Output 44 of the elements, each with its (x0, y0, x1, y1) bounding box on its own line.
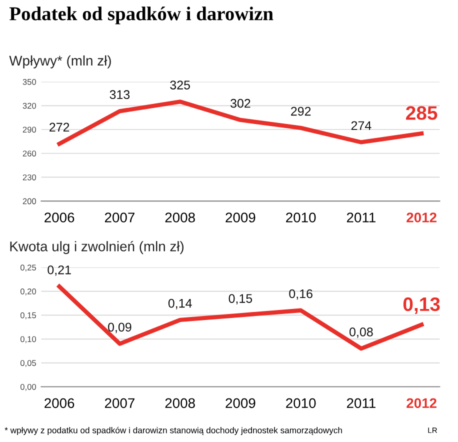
y-tick-label: 0,20 (20, 288, 36, 296)
x-tick-label: 2007 (104, 398, 134, 408)
y-tick-label: 290 (22, 126, 36, 133)
x-tick-label: 2009 (226, 212, 256, 222)
data-label: 0,09 (108, 322, 132, 334)
x-tick-label: 2012 (406, 212, 436, 222)
x-tick-label: 2006 (44, 212, 74, 222)
y-tick-label: 230 (22, 174, 36, 180)
x-tick-label: 2009 (226, 398, 256, 408)
y-tick-label: 260 (22, 150, 36, 156)
x-tick-label: 2008 (165, 212, 195, 222)
chart-subtitle: Wpływy* (mln zł) (9, 55, 111, 68)
data-label: 0,08 (350, 328, 373, 338)
x-tick-label: 2011 (346, 398, 376, 408)
x-tick-label: 2010 (286, 212, 316, 222)
data-label: 0,21 (48, 265, 71, 276)
data-label: 292 (291, 106, 311, 116)
x-tick-label: 2011 (346, 212, 376, 222)
data-label: 302 (230, 98, 250, 108)
data-label: 325 (170, 80, 190, 90)
data-label: 285 (406, 106, 438, 120)
data-label: 313 (110, 90, 130, 100)
data-label: 274 (351, 121, 372, 130)
text: * wpływy z podatku od spadków i darowizn stanowią dochody jednostek samorządowych (4, 426, 342, 436)
y-tick-label: 0,05 (20, 360, 36, 367)
x-tick-label: 2010 (286, 398, 316, 408)
data-label: 272 (50, 122, 70, 132)
x-tick-label: 2006 (44, 398, 74, 408)
data-label: 0,15 (228, 294, 252, 304)
x-tick-label: 2012 (406, 398, 436, 408)
y-tick-label: 200 (22, 198, 36, 204)
data-label: 0,14 (168, 298, 192, 310)
data-label: 0,13 (403, 297, 440, 314)
y-tick-label: 0,25 (20, 264, 36, 272)
chart-title: Podatek od spadków i darowizn (9, 6, 274, 24)
x-tick-label: 2008 (165, 398, 195, 408)
chart-subtitle: Kwota ulg i zwolnień (mln zł) (10, 240, 184, 254)
y-tick-label: 320 (22, 102, 36, 109)
data-label: 0,16 (289, 289, 312, 300)
x-tick-label: 2007 (104, 212, 134, 222)
y-tick-label: 0,00 (20, 384, 36, 391)
y-tick-label: 0,10 (20, 336, 36, 344)
y-tick-label: 350 (22, 78, 36, 85)
y-tick-label: 0,15 (20, 312, 36, 320)
